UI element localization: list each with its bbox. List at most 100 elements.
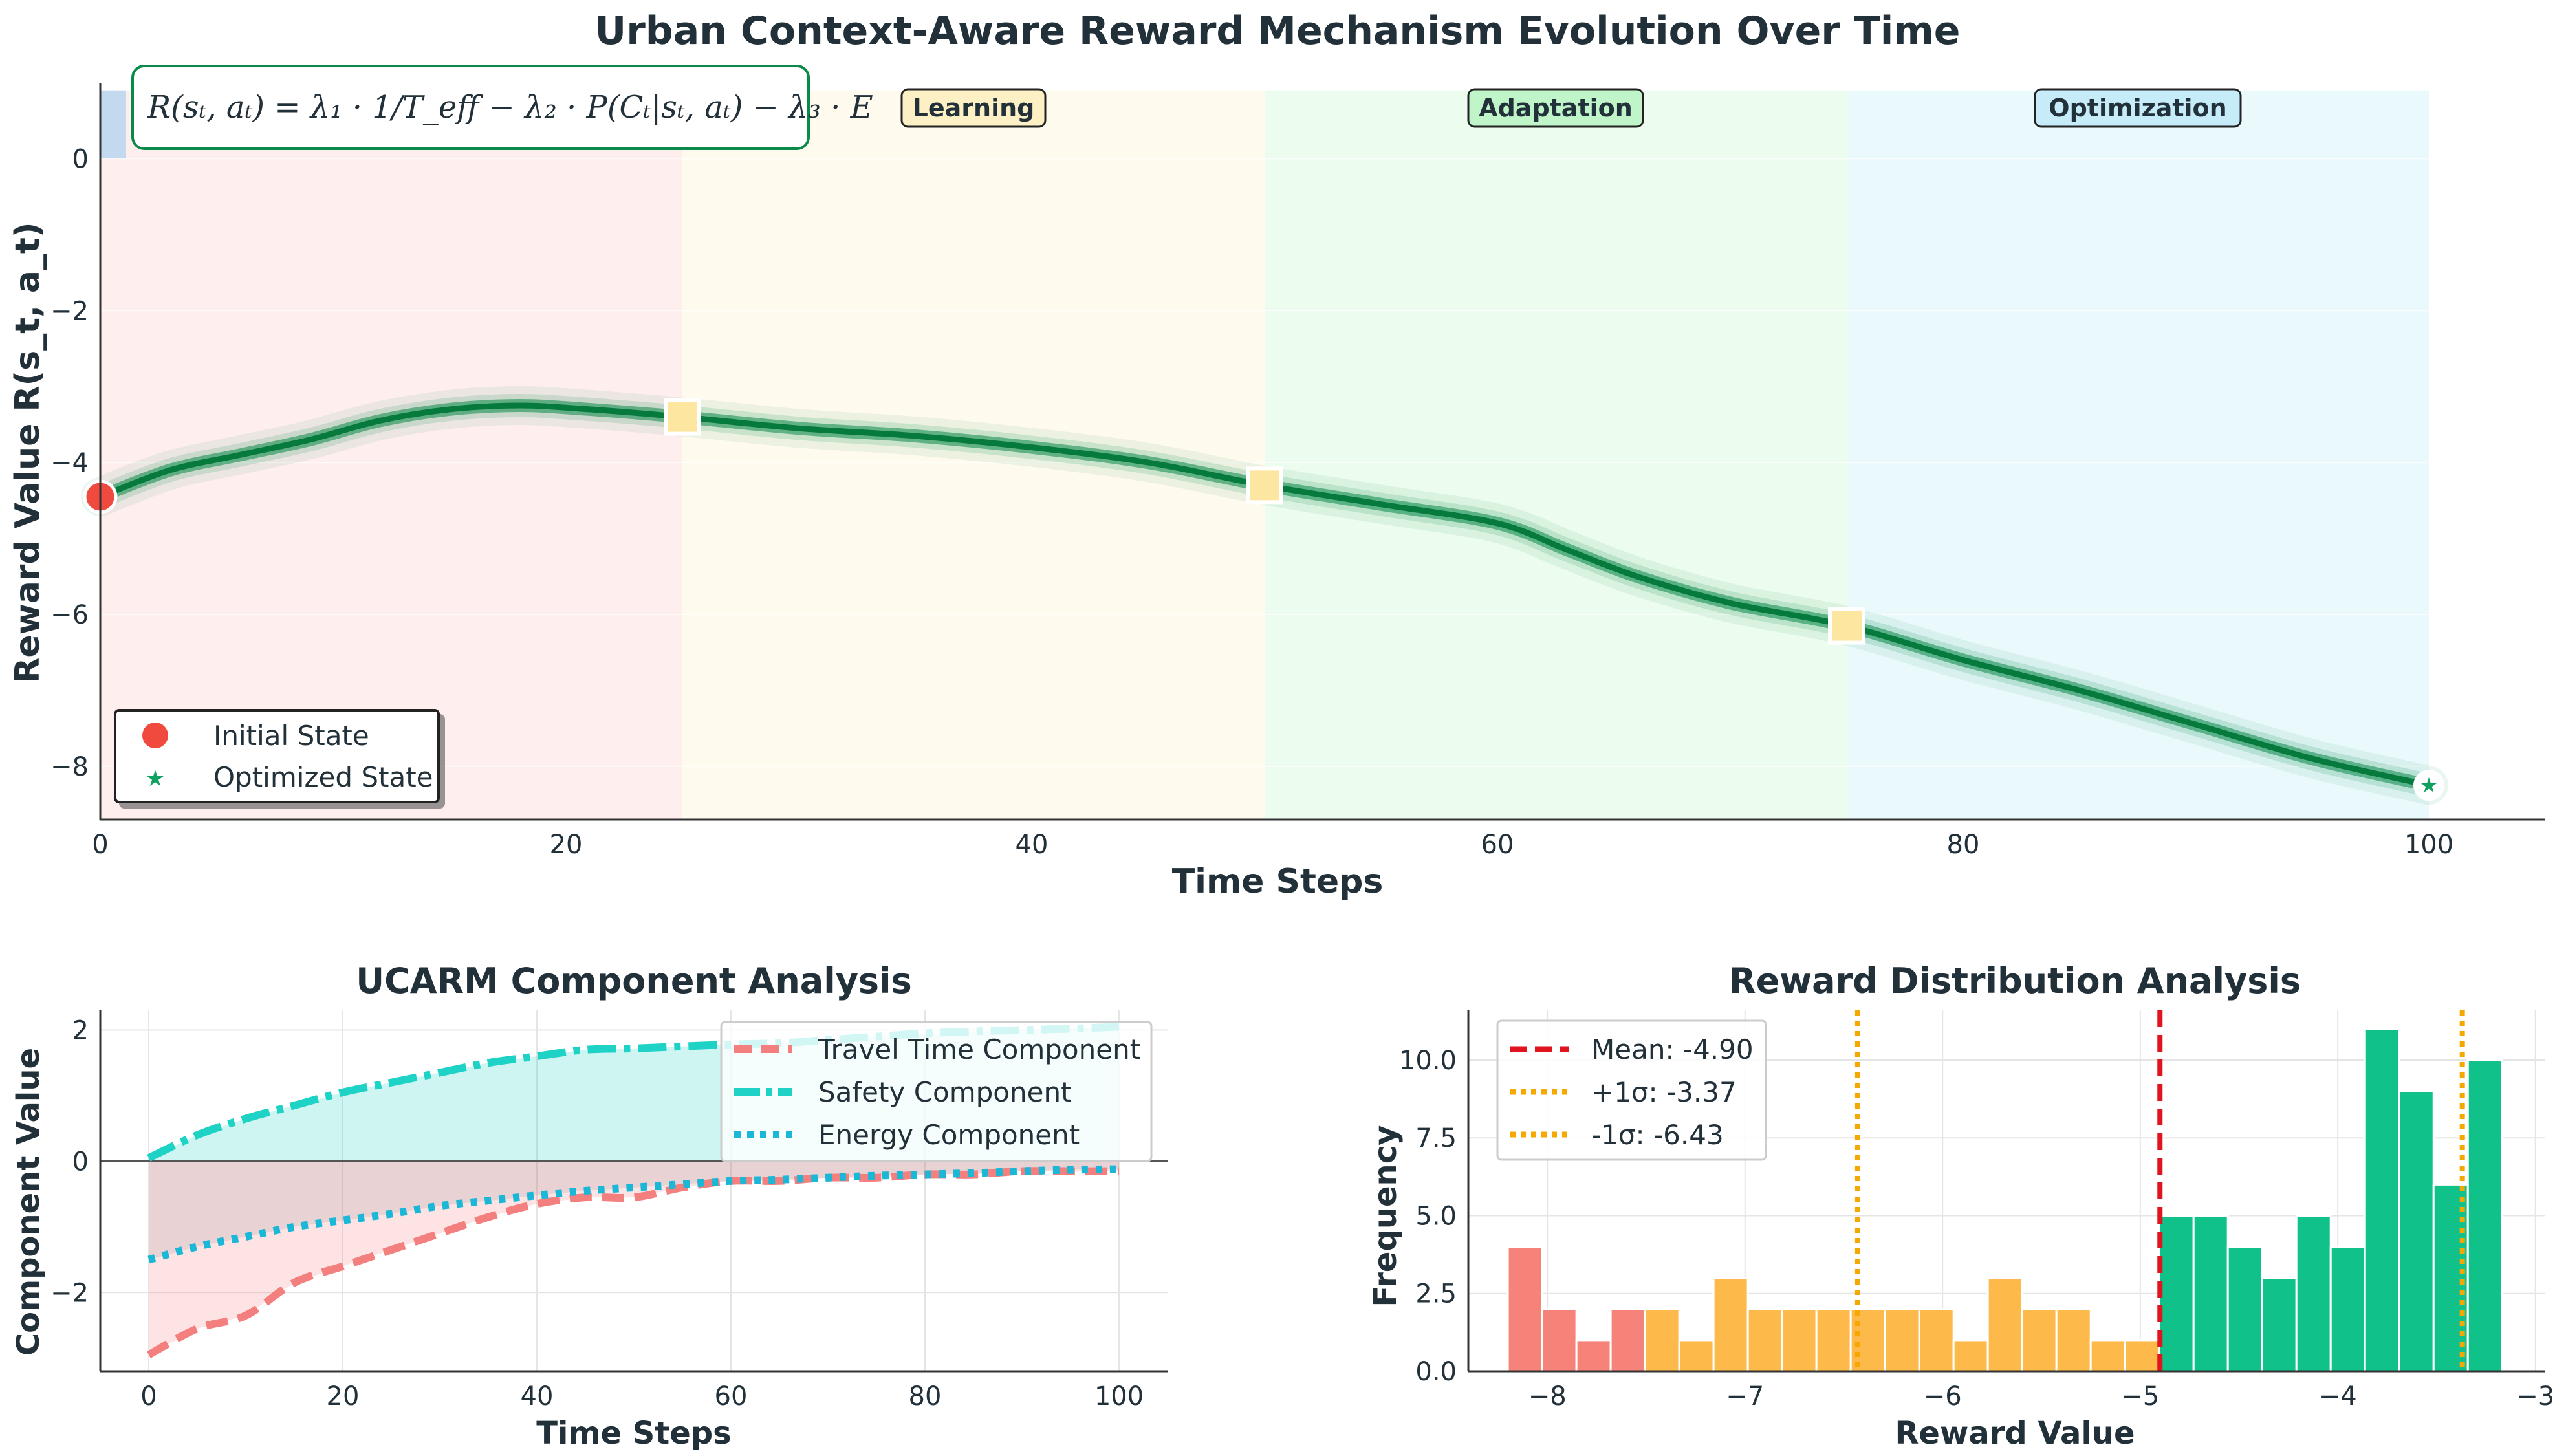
phase-band-2 [1265, 90, 1847, 820]
histogram-bar-5 [1678, 1339, 1715, 1373]
distribution-legend: Mean: -4.90 +1σ: -3.37 -1σ: -6.43 [1496, 1019, 1767, 1161]
top-x-label: Time Steps [1172, 862, 1384, 901]
component-chart-title: UCARM Component Analysis [356, 961, 911, 1001]
component-y-label: Component Value [10, 1048, 47, 1356]
phase-labels: Learning Adaptation Optimization [900, 88, 2242, 128]
initial-state-legend-icon [142, 723, 168, 748]
histogram-bar-7 [1746, 1308, 1783, 1373]
distribution-xtick-1: −7 [1726, 1382, 1764, 1411]
minus-sigma-legend-label: -1σ: -6.43 [1591, 1119, 1724, 1151]
histogram-bar-21 [2226, 1246, 2263, 1373]
histogram-bar-0 [1506, 1246, 1543, 1373]
histogram-bar-26 [2398, 1090, 2435, 1373]
phase-label-1: Adaptation [1479, 94, 1633, 122]
histogram-bars [1506, 1028, 2503, 1373]
phase-label-2: Optimization [2049, 94, 2226, 122]
component-axes [99, 1010, 1168, 1373]
top-ytick-0: 0 [72, 144, 89, 174]
plus-sigma-legend-label: +1σ: -3.37 [1591, 1076, 1737, 1108]
histogram-bar-23 [2295, 1214, 2332, 1373]
histogram-bar-9 [1815, 1308, 1852, 1373]
component-x-label: Time Steps [536, 1415, 731, 1451]
distribution-xtick-2: −6 [1924, 1382, 1962, 1411]
phase-label-box-2 [2034, 88, 2242, 128]
distribution-ytick-0: 0.0 [1415, 1357, 1457, 1387]
component-ytick-0: 2 [72, 1016, 89, 1045]
top-xtick-3: 60 [1481, 830, 1514, 860]
histogram-bar-15 [2021, 1308, 2058, 1373]
histogram-bar-28 [2466, 1059, 2503, 1373]
distribution-x-label: Reward Value [1895, 1415, 2135, 1451]
distribution-ytick-3: 7.5 [1415, 1124, 1457, 1153]
phase-band-1 [682, 90, 1265, 820]
histogram-bar-13 [1952, 1339, 1989, 1373]
distribution-ticks: −8 −7 −6 −5 −4 −3 0.0 2.5 5.0 7.5 10.0 [1399, 1046, 2554, 1411]
distribution-ytick-1: 2.5 [1415, 1279, 1457, 1309]
top-gridlines [100, 158, 2545, 767]
component-fill-0 [149, 1161, 1119, 1355]
component-ytick-2: −2 [50, 1278, 89, 1308]
histogram-bar-18 [2124, 1339, 2160, 1373]
top-ytick-1: −2 [50, 296, 89, 326]
distribution-xtick-0: −8 [1528, 1382, 1567, 1411]
histogram-bar-4 [1644, 1308, 1680, 1373]
phase-markers: ★ [83, 398, 2444, 801]
phase-band-3 [1847, 90, 2429, 820]
phase-marker-0 [664, 398, 701, 436]
energy-legend-label: Energy Component [818, 1119, 1080, 1151]
histogram-bar-14 [1986, 1277, 2023, 1373]
histogram-bar-11 [1884, 1308, 1920, 1373]
histogram-bar-2 [1575, 1339, 1612, 1373]
top-xtick-4: 80 [1947, 830, 1980, 860]
statistic-lines [1854, 1010, 2465, 1371]
histogram-bar-24 [2329, 1246, 2366, 1373]
mean-legend-label: Mean: -4.90 [1591, 1034, 1754, 1065]
histogram-bar-22 [2261, 1277, 2298, 1373]
histogram-bar-17 [2089, 1339, 2126, 1373]
top-ytick-2: −4 [50, 448, 89, 478]
distribution-xtick-4: −4 [2319, 1382, 2357, 1411]
top-ticks: 0 20 40 60 80 100 0 −2 −4 −6 −8 [50, 144, 2453, 860]
optimized-state-halo [2413, 770, 2444, 801]
histogram-bar-8 [1781, 1308, 1818, 1373]
histogram-bar-3 [1609, 1308, 1646, 1373]
distribution-axes [1467, 1010, 2545, 1373]
top-xtick-5: 100 [2404, 830, 2453, 860]
formula-box: R(sₜ, aₜ) = λ₁ · 1/T_eff − λ₂ · P(Cₜ|sₜ,… [131, 65, 873, 150]
distribution-ytick-4: 10.0 [1399, 1046, 1457, 1076]
component-xtick-5: 100 [1094, 1382, 1144, 1411]
main-chart-title: Urban Context-Aware Reward Mechanism Evo… [595, 8, 1961, 54]
distribution-ytick-2: 5.0 [1415, 1201, 1457, 1231]
travel-time-legend-label: Travel Time Component [818, 1034, 1140, 1065]
component-xtick-2: 40 [521, 1382, 554, 1411]
phase-backgrounds [100, 90, 2429, 820]
distribution-chart-title: Reward Distribution Analysis [1729, 961, 2301, 1001]
top-xtick-0: 0 [92, 830, 108, 860]
component-xtick-3: 60 [715, 1382, 748, 1411]
component-legend: Travel Time Component Safety Component E… [720, 1021, 1153, 1162]
top-xtick-1: 20 [550, 830, 583, 860]
histogram-bar-1 [1541, 1308, 1578, 1373]
component-xtick-1: 20 [327, 1382, 360, 1411]
reward-line [81, 386, 2448, 805]
component-line-2 [147, 1165, 1120, 1264]
formula-text: R(sₜ, aₜ) = λ₁ · 1/T_eff − λ₂ · P(Cₜ|sₜ,… [147, 89, 873, 125]
histogram-bar-12 [1918, 1308, 1955, 1373]
histogram-bar-6 [1712, 1277, 1749, 1373]
histogram-bar-20 [2192, 1214, 2229, 1373]
histogram-bar-25 [2364, 1028, 2400, 1373]
component-fill-2 [149, 1161, 1119, 1260]
phase-start-block [100, 90, 126, 159]
phase-label-0: Learning [913, 94, 1035, 122]
distribution-xtick-3: −5 [2121, 1382, 2159, 1411]
top-ytick-3: −6 [50, 600, 89, 630]
phase-marker-1 [1246, 466, 1283, 505]
histogram-bar-16 [2055, 1308, 2092, 1373]
optimized-state-marker: ★ [2420, 773, 2439, 798]
phase-label-box-1 [1467, 88, 1644, 128]
distribution-y-label: Frequency [1367, 1125, 1404, 1307]
component-ytick-1: 0 [72, 1147, 89, 1177]
top-axes [99, 83, 2545, 821]
